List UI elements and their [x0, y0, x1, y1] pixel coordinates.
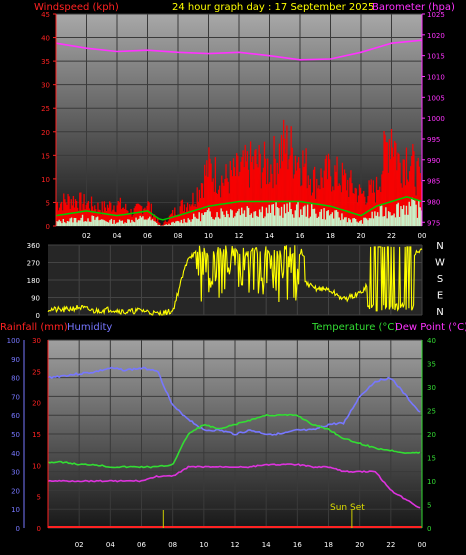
climate-time-tick-label: 10: [199, 541, 208, 549]
rain-tick-label: 10: [32, 462, 41, 470]
pressure-tick-label: 1015: [427, 53, 445, 61]
temperature-tick-label: 25: [427, 408, 436, 416]
humidity-tick-label: 0: [16, 525, 20, 533]
wind-tick-label: 20: [41, 129, 50, 137]
compass-label: W: [435, 258, 445, 269]
temperature-axis-title: Temperature (°C): [311, 322, 398, 333]
wind-tick-label: 40: [41, 35, 50, 43]
direction-trace: [47, 245, 423, 317]
pressure-tick-label: 975: [427, 219, 440, 227]
humidity-tick-label: 70: [11, 393, 20, 401]
wind-tick-label: 0: [46, 223, 50, 231]
climate-time-tick-label: 02: [75, 541, 84, 549]
pressure-tick-label: 1005: [427, 94, 445, 102]
climate-time-tick-label: 20: [355, 541, 364, 549]
pressure-tick-label: 985: [427, 178, 440, 186]
climate-time-tick-label: 18: [324, 541, 333, 549]
humidity-tick-label: 100: [7, 337, 20, 345]
pressure-tick-label: 1010: [427, 73, 445, 81]
direction-tick-label: 360: [27, 242, 40, 250]
compass-label: N: [436, 241, 443, 252]
wind-tick-label: 30: [41, 82, 50, 90]
time-tick-label: 04: [113, 232, 122, 240]
climate-time-tick-label: 14: [262, 541, 271, 549]
temperature-tick-label: 10: [427, 478, 436, 486]
pressure-tick-label: 995: [427, 136, 440, 144]
rain-tick-label: 20: [32, 400, 41, 408]
rain-tick-label: 25: [32, 368, 41, 376]
direction-tick-label: 90: [31, 295, 40, 303]
pressure-tick-label: 1025: [427, 11, 445, 19]
time-tick-label: 18: [326, 232, 335, 240]
pressure-axis-title: Barometer (hpa): [372, 2, 455, 13]
average-bars: [55, 197, 423, 226]
humidity-tick-label: 80: [11, 375, 20, 383]
dewpoint-line: [47, 463, 421, 509]
humidity-tick-label: 50: [11, 431, 20, 439]
compass-label: E: [437, 291, 443, 302]
climate-time-tick-label: 06: [137, 541, 146, 549]
humidity-tick-label: 40: [11, 450, 20, 458]
humidity-line: [47, 366, 421, 436]
wind-axis-title: Windspeed (kph): [34, 2, 119, 13]
humidity-tick-label: 60: [11, 412, 20, 420]
average-wind-line: [55, 196, 423, 221]
dewpoint-axis-title: Dew Point (°C): [395, 322, 466, 333]
time-tick-label: 06: [143, 232, 152, 240]
rainfall-axis-title: Rainfall (mm): [0, 322, 68, 333]
compass-label: N: [436, 307, 443, 318]
rain-tick-label: 15: [32, 431, 41, 439]
rain-tick-label: 30: [32, 337, 41, 345]
climate-time-tick-label: 04: [106, 541, 115, 549]
humidity-tick-label: 10: [11, 506, 20, 514]
wind-tick-label: 5: [46, 199, 50, 207]
climate-time-tick-label: 16: [293, 541, 302, 549]
time-tick-label: 20: [357, 232, 366, 240]
wind-tick-label: 10: [41, 176, 50, 184]
pressure-line: [55, 39, 423, 61]
pressure-tick-label: 990: [427, 157, 440, 165]
humidity-tick-label: 30: [11, 469, 20, 477]
humidity-tick-label: 90: [11, 356, 20, 364]
sunset-annotation: Sun Set: [330, 503, 365, 513]
time-tick-label: 02: [82, 232, 91, 240]
rain-tick-label: 5: [37, 494, 41, 502]
wind-tick-label: 35: [41, 58, 50, 66]
direction-tick-label: 0: [36, 312, 40, 320]
temperature-line: [47, 413, 421, 469]
time-tick-label: 16: [296, 232, 305, 240]
climate-time-tick-label: 00: [418, 541, 427, 549]
temperature-tick-label: 40: [427, 337, 436, 345]
wind-tick-label: 15: [41, 152, 50, 160]
temperature-tick-label: 0: [427, 525, 431, 533]
pressure-tick-label: 980: [427, 198, 440, 206]
humidity-axis-title: Humidity: [67, 322, 112, 333]
wind-tick-label: 45: [41, 11, 50, 19]
climate-time-tick-label: 12: [231, 541, 240, 549]
temperature-tick-label: 35: [427, 361, 436, 369]
wind-tick-label: 25: [41, 105, 50, 113]
temperature-tick-label: 30: [427, 384, 436, 392]
compass-label: S: [437, 274, 443, 285]
direction-tick-label: 180: [27, 277, 40, 285]
temperature-tick-label: 5: [427, 502, 431, 510]
pressure-tick-label: 1020: [427, 32, 445, 40]
time-tick-label: 10: [204, 232, 213, 240]
climate-time-tick-label: 08: [168, 541, 177, 549]
temperature-tick-label: 20: [427, 431, 436, 439]
climate-time-tick-label: 22: [386, 541, 395, 549]
rain-tick-label: 0: [37, 525, 41, 533]
graph-title: 24 hour graph day : 17 September 2025: [172, 2, 374, 13]
time-tick-label: 14: [265, 232, 274, 240]
time-tick-label: 08: [174, 232, 183, 240]
humidity-tick-label: 20: [11, 487, 20, 495]
temperature-tick-label: 15: [427, 455, 436, 463]
direction-tick-label: 270: [27, 260, 40, 268]
time-tick-label: 22: [387, 232, 396, 240]
time-tick-label: 12: [235, 232, 244, 240]
pressure-tick-label: 1000: [427, 115, 445, 123]
time-tick-label: 00: [418, 232, 427, 240]
